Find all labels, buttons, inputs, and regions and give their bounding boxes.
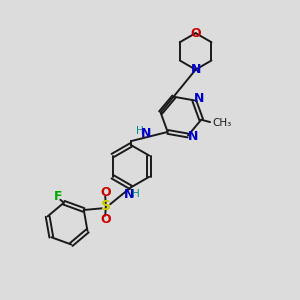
Text: S: S xyxy=(101,199,111,213)
Text: F: F xyxy=(54,190,63,203)
Text: H: H xyxy=(132,189,139,199)
Text: H: H xyxy=(136,126,144,136)
Text: N: N xyxy=(124,188,134,201)
Text: O: O xyxy=(100,213,111,226)
Text: N: N xyxy=(141,127,152,140)
Text: N: N xyxy=(190,63,201,76)
Text: CH₃: CH₃ xyxy=(212,118,232,128)
Text: N: N xyxy=(194,92,205,105)
Text: O: O xyxy=(100,186,111,199)
Text: O: O xyxy=(190,27,201,40)
Text: N: N xyxy=(188,130,199,143)
